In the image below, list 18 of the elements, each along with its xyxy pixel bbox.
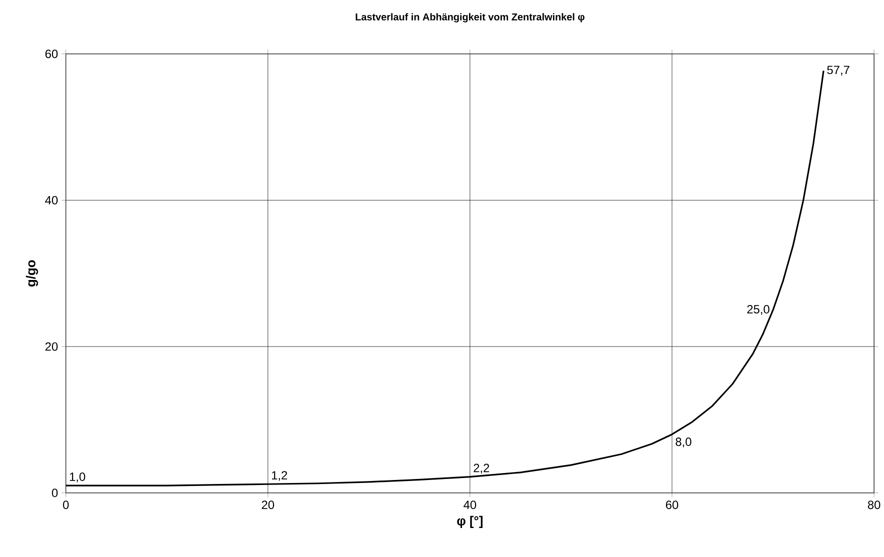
x-tick-label: 20 bbox=[262, 500, 274, 510]
chart-title: Lastverlauf in Abhängigkeit vom Zentralwinkel φ bbox=[356, 13, 584, 23]
x-tick-label: 40 bbox=[464, 500, 476, 510]
y-tick-label: 20 bbox=[45, 342, 58, 351]
y-axis-title: g/go bbox=[26, 260, 38, 287]
data-label: 2,2 bbox=[474, 464, 490, 474]
x-tick-label: 60 bbox=[666, 500, 678, 510]
y-tick-label: 40 bbox=[45, 196, 58, 205]
y-tick-label: 0 bbox=[52, 488, 58, 498]
x-axis-title: φ [°] bbox=[457, 516, 483, 528]
data-label: 1,2 bbox=[272, 471, 288, 482]
data-label: 8,0 bbox=[676, 438, 692, 448]
data-label: 57,7 bbox=[827, 66, 850, 76]
data-label: 25,0 bbox=[747, 305, 770, 316]
x-tick-label: 80 bbox=[868, 500, 880, 510]
x-tick-label: 0 bbox=[63, 500, 69, 510]
data-label: 1,0 bbox=[70, 472, 86, 483]
y-tick-label: 60 bbox=[45, 50, 58, 58]
